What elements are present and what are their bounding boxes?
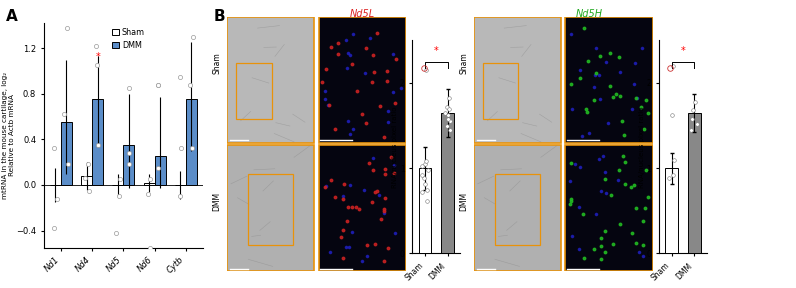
Point — [419, 68, 432, 73]
Point — [420, 187, 433, 192]
Point — [689, 99, 701, 104]
Bar — [61, 122, 72, 185]
Text: *: * — [434, 46, 439, 56]
Bar — [474, 17, 561, 143]
Point — [92, 143, 104, 147]
Point — [419, 162, 431, 166]
Point — [62, 162, 75, 167]
Point — [691, 122, 704, 126]
Bar — [565, 145, 653, 271]
Bar — [441, 113, 454, 253]
Point — [443, 96, 455, 101]
Point — [420, 198, 433, 203]
Point — [123, 151, 135, 155]
Point — [662, 176, 675, 181]
Y-axis label: mtRNA in the mouse cartilage, log₂
Relative to Actb mRNA: mtRNA in the mouse cartilage, log₂ Relat… — [2, 72, 14, 199]
Point — [667, 173, 680, 177]
Point — [109, 231, 122, 235]
Point — [421, 168, 434, 172]
Text: DMM: DMM — [213, 192, 221, 211]
Bar — [227, 17, 314, 143]
Point — [685, 116, 698, 121]
Bar — [495, 175, 540, 245]
Text: Nd5L: Nd5L — [349, 9, 375, 19]
Bar — [227, 145, 314, 271]
Point — [667, 157, 680, 162]
Point — [113, 194, 126, 199]
Text: *: * — [96, 52, 100, 62]
Text: DMM: DMM — [459, 192, 468, 211]
Point — [417, 176, 430, 181]
Bar — [318, 145, 406, 271]
Bar — [474, 145, 561, 271]
Bar — [154, 156, 166, 185]
Point — [441, 113, 454, 118]
Point — [48, 146, 60, 151]
Point — [416, 164, 428, 169]
Point — [687, 108, 700, 113]
Point — [114, 177, 127, 181]
Text: *: * — [681, 46, 685, 56]
Point — [174, 194, 186, 199]
Point — [48, 226, 60, 231]
Point — [152, 82, 165, 87]
Bar — [248, 175, 293, 245]
Text: Nd5H: Nd5H — [576, 9, 603, 19]
Text: A: A — [6, 9, 18, 24]
Point — [419, 181, 431, 186]
Bar — [565, 17, 653, 143]
Point — [416, 190, 428, 194]
Point — [141, 192, 154, 196]
Bar — [143, 183, 154, 185]
Point — [144, 245, 157, 250]
Bar — [123, 145, 135, 185]
Point — [144, 177, 157, 181]
Bar — [81, 176, 92, 185]
Point — [58, 112, 71, 117]
Point — [50, 196, 63, 201]
Point — [439, 111, 451, 115]
Y-axis label: RNA/nucleus pixel ratio: RNA/nucleus pixel ratio — [639, 106, 646, 187]
Point — [174, 74, 186, 79]
Point — [420, 159, 433, 164]
Legend: Sham, DMM: Sham, DMM — [108, 25, 148, 53]
Point — [440, 105, 453, 109]
Point — [152, 166, 165, 170]
Point — [175, 146, 188, 151]
Point — [441, 123, 454, 128]
Bar — [92, 99, 103, 185]
Point — [90, 63, 103, 67]
Bar — [318, 17, 406, 143]
Bar — [419, 168, 431, 253]
Point — [665, 113, 678, 118]
Point — [60, 25, 73, 30]
Point — [151, 82, 164, 87]
Point — [186, 35, 199, 39]
Point — [82, 162, 95, 167]
Bar — [688, 113, 700, 253]
Y-axis label: RNA/nucleus pixel ratio: RNA/nucleus pixel ratio — [392, 106, 399, 187]
Point — [685, 128, 698, 132]
Point — [184, 82, 197, 87]
Point — [444, 128, 457, 132]
Bar — [185, 99, 197, 185]
Point — [416, 173, 428, 177]
Point — [443, 106, 456, 111]
Bar — [665, 168, 678, 253]
Text: Sham: Sham — [213, 52, 221, 74]
Bar — [236, 63, 271, 119]
Point — [186, 146, 199, 151]
Point — [441, 116, 454, 121]
Text: Sham: Sham — [459, 52, 468, 74]
Point — [82, 188, 95, 193]
Point — [443, 119, 456, 124]
Text: B: B — [213, 9, 225, 24]
Point — [123, 162, 135, 167]
Bar — [482, 63, 518, 119]
Point — [78, 176, 91, 180]
Point — [666, 64, 679, 68]
Point — [90, 43, 103, 48]
Point — [123, 86, 135, 90]
